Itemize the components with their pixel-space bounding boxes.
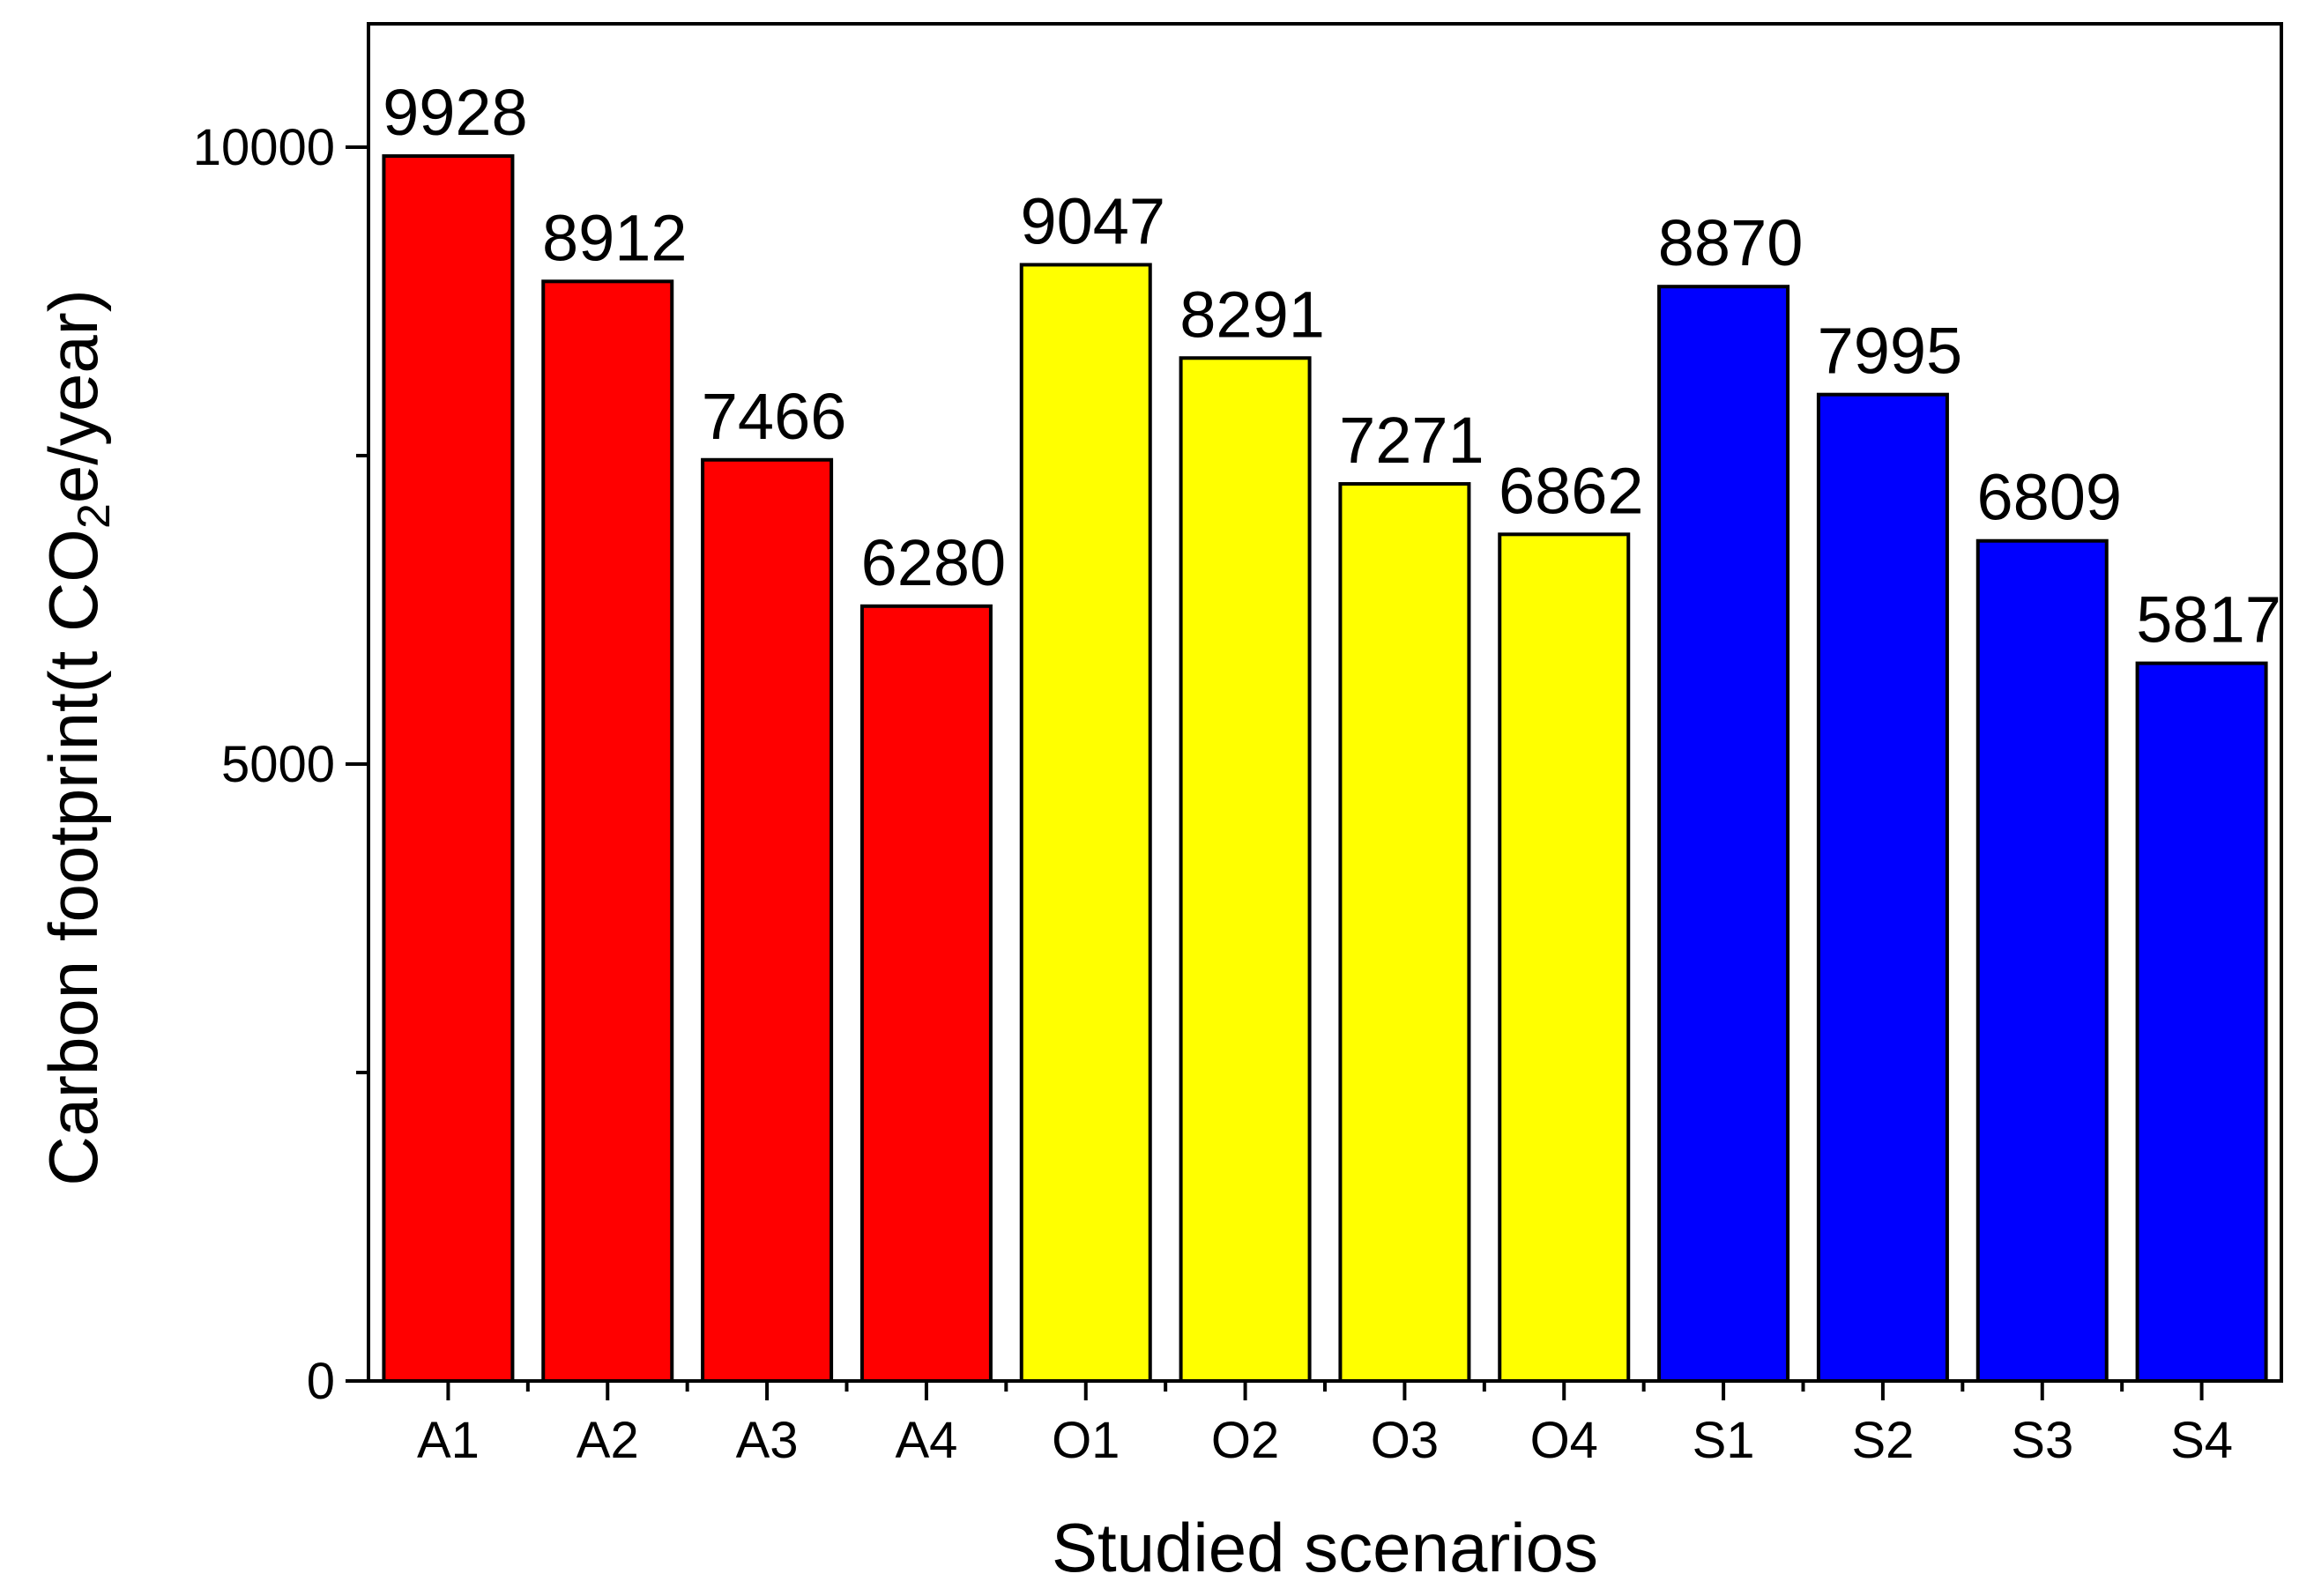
- data-label-s1: 8870: [1658, 206, 1804, 279]
- x-tick-label-o1: O1: [1052, 1412, 1120, 1469]
- x-tick-label-s1: S1: [1693, 1412, 1755, 1469]
- data-label-o1: 9047: [1020, 184, 1165, 257]
- bar-o3: [1338, 482, 1471, 1383]
- x-tick-label-o3: O3: [1371, 1412, 1439, 1469]
- x-tick-label-o2: O2: [1211, 1412, 1279, 1469]
- data-label-a3: 7466: [702, 380, 847, 453]
- bar-s2: [1816, 392, 1949, 1384]
- data-label-s3: 6809: [1976, 461, 2122, 534]
- bar-s3: [1975, 538, 2109, 1383]
- x-tick-label-s4: S4: [2170, 1412, 2233, 1469]
- x-axis-title: Studied scenarios: [1052, 1509, 1598, 1586]
- data-label-o3: 7271: [1339, 404, 1484, 477]
- y-axis-title-suffix: e/year): [34, 289, 112, 503]
- bar-o2: [1179, 356, 1312, 1383]
- x-tick-label-s2: S2: [1851, 1412, 1914, 1469]
- y-axis-title-subscript: 2: [69, 503, 120, 529]
- bar-s4: [2135, 661, 2268, 1383]
- bar-a4: [859, 604, 993, 1383]
- y-tick-label: 5000: [221, 736, 335, 793]
- x-tick-label-o4: O4: [1530, 1412, 1598, 1469]
- bar-a2: [541, 279, 674, 1384]
- y-axis-title-prefix: Carbon footprint(t CO: [34, 529, 112, 1186]
- x-tick-label-a3: A3: [736, 1412, 799, 1469]
- data-label-s2: 7995: [1818, 315, 1963, 388]
- bars-layer: [382, 154, 2268, 1384]
- x-tick-label-a1: A1: [417, 1412, 480, 1469]
- data-label-a2: 8912: [542, 201, 688, 274]
- x-tick-label-s3: S3: [2011, 1412, 2073, 1469]
- data-label-o2: 8291: [1179, 278, 1325, 351]
- data-label-a1: 9928: [383, 76, 528, 149]
- data-label-o4: 6862: [1499, 454, 1644, 527]
- y-tick-label: 10000: [193, 119, 335, 176]
- bar-o4: [1498, 532, 1631, 1383]
- x-tick-label-a4: A4: [895, 1412, 957, 1469]
- x-axis: A1 A2 A3 A4 O1 O2 O3 O4 S1 S2 S3 S4: [417, 1381, 2233, 1469]
- bar-a3: [701, 457, 834, 1383]
- data-label-s4: 5817: [2136, 583, 2281, 657]
- y-axis-title: Carbon footprint(t CO2e/year): [34, 289, 120, 1185]
- bar-o1: [1019, 263, 1152, 1383]
- x-tick-label-a2: A2: [577, 1412, 639, 1469]
- y-axis: 0 5000 10000: [193, 119, 368, 1410]
- bar-s1: [1657, 285, 1790, 1384]
- y-tick-label: 0: [307, 1353, 335, 1410]
- bar-a1: [382, 154, 515, 1384]
- data-label-a4: 6280: [861, 526, 1007, 599]
